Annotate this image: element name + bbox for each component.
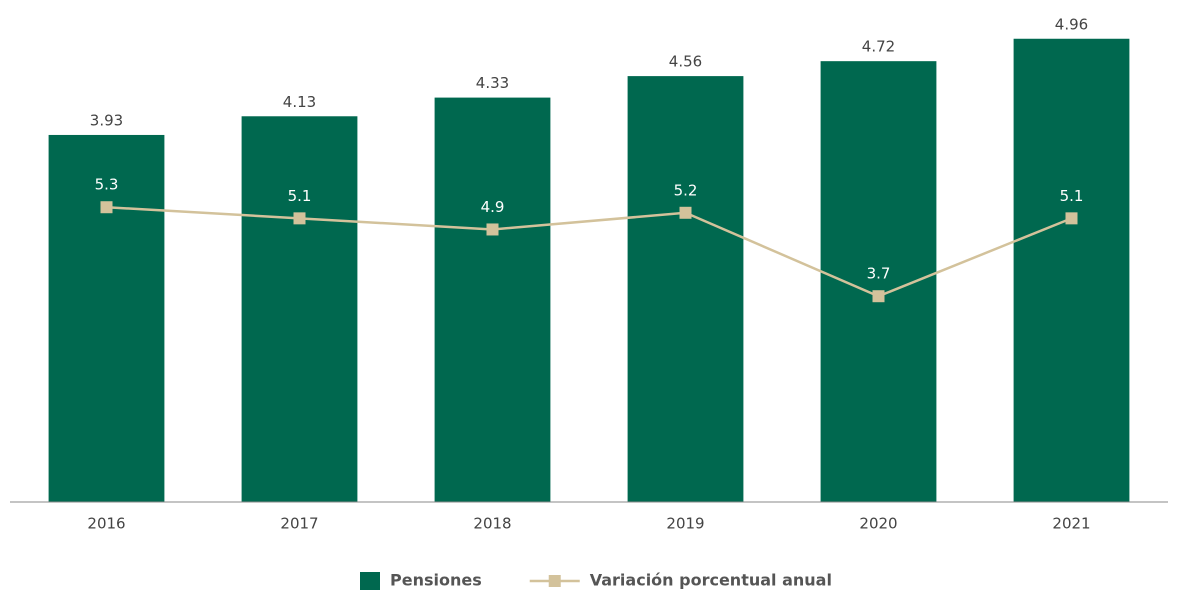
x-tick-label: 2018 [473,515,511,533]
bar [627,76,744,502]
line-value-label: 5.2 [674,181,698,199]
line-marker [1065,212,1078,225]
legend-swatch [360,572,380,590]
bar-value-label: 4.33 [476,74,509,92]
bar-value-label: 4.96 [1055,15,1088,33]
line-value-label: 5.1 [288,187,312,205]
line-marker [679,206,692,219]
bar [434,97,551,503]
line-marker [872,290,885,303]
bar-value-label: 4.56 [669,53,702,71]
bar [48,134,165,503]
line-marker [100,201,113,214]
bar-value-label: 4.72 [862,38,895,56]
bar [241,116,358,502]
x-tick-label: 2021 [1052,515,1090,533]
bar-value-label: 4.13 [283,93,316,111]
line-value-label: 4.9 [481,198,505,216]
line [106,205,1072,298]
line-marker [486,223,499,236]
bar-value-label: 3.93 [90,111,123,129]
line-marker [293,212,306,225]
bar [1013,38,1130,502]
x-tick-label: 2016 [87,515,125,533]
line-value-label: 3.7 [867,265,891,283]
x-tick-label: 2019 [666,515,704,533]
x-tick-label: 2017 [280,515,318,533]
x-tick-label: 2020 [859,515,897,533]
legend-label: Pensiones [390,571,482,590]
line-value-label: 5.3 [95,176,119,194]
legend-label: Variación porcentual anual [590,571,832,590]
line-value-label: 5.1 [1060,187,1084,205]
legend-marker [548,575,561,587]
